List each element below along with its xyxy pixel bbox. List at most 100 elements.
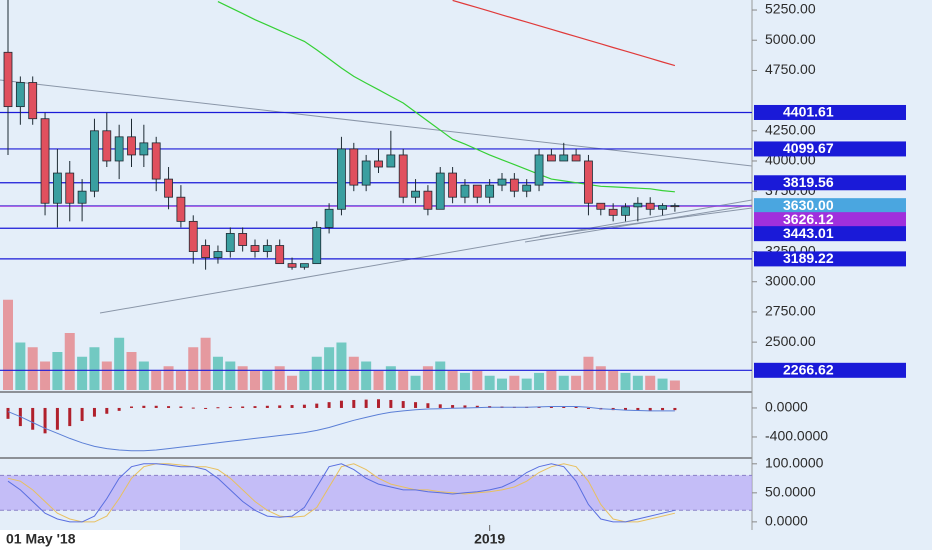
volume-bar <box>64 333 75 390</box>
candle-body <box>337 148 346 210</box>
candle-body <box>287 263 297 268</box>
level-label: 3626.12 <box>783 211 834 227</box>
macd-bar <box>401 401 405 408</box>
candle-body <box>386 154 396 168</box>
candle-body <box>40 118 50 204</box>
y-tick-label: 3000.00 <box>765 272 816 288</box>
candle-body <box>188 220 198 252</box>
macd-line <box>7 406 675 452</box>
volume-bar <box>77 356 88 390</box>
candle-body <box>28 82 38 120</box>
macd-bar <box>105 407 109 414</box>
macd-bar <box>315 403 319 408</box>
candle-body <box>423 190 433 210</box>
volume-bar <box>200 337 211 390</box>
trendlines <box>0 79 752 314</box>
level-label-box <box>754 226 906 242</box>
y-tick-label: -400.0000 <box>765 428 828 444</box>
volume-bar <box>114 337 125 390</box>
candle-body <box>398 154 408 198</box>
candle-body <box>435 172 445 210</box>
volume-bar <box>126 352 137 390</box>
x-tick-label: 01 May '18 <box>6 531 76 547</box>
candle-body <box>596 202 606 210</box>
macd-bar <box>327 402 331 408</box>
macd-bar <box>451 405 455 408</box>
y-tick-label: 4750.00 <box>765 61 816 77</box>
level-label-box <box>754 212 906 228</box>
volume-bar <box>422 366 433 390</box>
volume-bar <box>509 375 520 390</box>
macd-bar <box>389 399 393 408</box>
candle-body <box>164 178 173 198</box>
candle-body <box>324 208 334 228</box>
volume-bar <box>212 356 223 390</box>
macd-bar <box>142 405 146 408</box>
candle-body <box>262 245 272 252</box>
macd-bar <box>661 407 665 411</box>
candle-body <box>584 160 593 204</box>
volume-bar <box>299 371 310 390</box>
volume-bar <box>151 371 162 390</box>
macd-bar <box>265 405 269 408</box>
macd-bar <box>228 406 232 408</box>
volume-bar <box>3 299 13 390</box>
macd-bar <box>377 399 380 408</box>
volume-bar <box>311 356 322 390</box>
volume-bar <box>361 361 372 390</box>
volume-bar <box>410 375 421 390</box>
volume-bar <box>645 375 656 390</box>
volume-bar <box>632 375 643 390</box>
volume-bar <box>398 371 409 390</box>
volume-bar <box>608 371 619 390</box>
macd-bar <box>302 404 306 408</box>
candle-body <box>3 51 13 108</box>
macd-bar <box>31 407 35 430</box>
candle-body <box>547 154 556 162</box>
candle-body <box>670 205 680 208</box>
volume-bar <box>546 371 557 390</box>
y-tick-label: 2500.00 <box>765 333 816 349</box>
macd-bar <box>574 406 578 408</box>
macd-bar <box>55 407 59 430</box>
volume-bar <box>262 371 273 390</box>
y-tick-label: 0.0000 <box>765 399 808 415</box>
y-tick-label: 2750.00 <box>765 303 816 319</box>
macd-bar <box>648 407 652 411</box>
level-label: 3189.22 <box>783 250 834 266</box>
candle-body <box>633 202 643 208</box>
volume-bar <box>521 378 532 390</box>
candle-body <box>361 160 371 186</box>
candle-body <box>645 202 655 210</box>
level-label: 3443.01 <box>783 225 834 241</box>
candle-body <box>65 172 75 204</box>
volume-bar <box>336 342 347 390</box>
macd-bar <box>463 405 467 408</box>
volume-bar <box>40 361 51 390</box>
stoch-d <box>7 463 676 523</box>
macd-bar <box>475 405 479 408</box>
volume-bar <box>620 372 631 390</box>
macd-bar <box>339 400 343 408</box>
volume-bar <box>497 378 507 390</box>
macd-bar <box>290 405 294 408</box>
candle-body <box>534 154 544 186</box>
candle-body <box>509 178 519 192</box>
candle-body <box>53 172 62 204</box>
candle-body <box>472 184 482 198</box>
level-label: 2266.62 <box>783 362 834 378</box>
y-tick-label: 100.0000 <box>765 455 824 471</box>
macd-bar <box>154 405 158 408</box>
macd-bar <box>179 406 183 408</box>
candle-body <box>621 206 630 216</box>
candle-body <box>608 208 618 216</box>
plot <box>0 0 752 523</box>
volume-bar <box>373 371 384 390</box>
y-tick-label: 4250.00 <box>765 121 816 137</box>
volume-bar <box>225 361 236 390</box>
volume-bar <box>558 375 569 390</box>
candle-body <box>460 184 470 198</box>
candle-body <box>658 205 667 210</box>
candle-body <box>299 263 309 268</box>
macd-bar <box>92 407 96 417</box>
